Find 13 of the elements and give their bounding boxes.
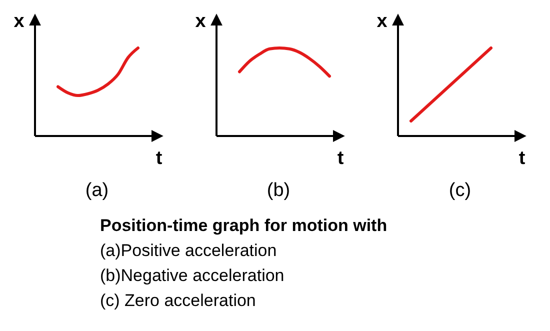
text: (a)Positive acceleration [100, 241, 277, 260]
x-axis-title: t [156, 148, 163, 169]
text: (c) [448, 180, 472, 201]
x-axis-title: t [518, 148, 526, 169]
y-axis-title: x [14, 11, 25, 32]
text: (b)Negative acceleration [100, 266, 284, 285]
text: (b) [266, 180, 290, 201]
y-axis-title: x [376, 11, 388, 32]
text: (c) Zero acceleration [100, 291, 256, 310]
x-axis-title: t [337, 148, 344, 169]
text: (a) [85, 180, 109, 201]
y-axis-title: x [195, 11, 206, 32]
text: Position-time graph for motion with [100, 216, 388, 235]
